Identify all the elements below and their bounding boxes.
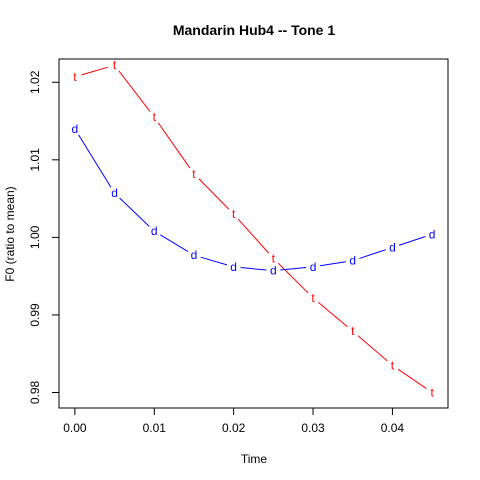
series-t: t t t t t t t t t t [73,58,434,399]
series-segment [78,134,112,188]
y-axis: 0.98 0.99 1.00 1.01 1.02 [28,70,60,404]
x-tick-label: 0.03 [301,421,325,435]
data-point-d: d [72,122,79,136]
data-point-d: d [270,264,277,278]
data-point-t: t [153,110,157,124]
series-segment [398,236,426,246]
y-tick-label: 1.01 [28,148,42,172]
data-point-t: t [232,207,236,221]
y-tick-label: 0.99 [28,303,42,327]
data-point-t: t [351,324,355,338]
data-point-d: d [429,227,436,241]
series-segment [357,335,388,362]
x-tick-label: 0.02 [222,421,246,435]
x-axis: 0.00 0.01 0.02 0.03 0.04 [63,407,405,435]
series-segment [397,368,427,389]
series-segment [359,249,386,259]
data-point-d: d [230,260,237,274]
data-point-d: d [151,224,158,238]
series-segment [200,256,228,266]
y-tick-label: 0.98 [28,380,42,404]
data-point-d: d [389,240,396,254]
data-point-t: t [311,291,315,305]
data-point-t: t [391,358,395,372]
x-tick-label: 0.00 [63,421,87,435]
series-d: d d d d d d d d d d [72,122,436,278]
chart-title: Mandarin Hub4 -- Tone 1 [173,22,336,38]
y-tick-label: 1.00 [28,225,42,249]
series-segment [237,218,270,254]
data-point-d: d [310,260,317,274]
data-point-t: t [73,70,77,84]
data-point-t: t [430,385,434,399]
series-segment [318,301,348,328]
series-segment [277,262,309,294]
data-point-d: d [349,254,356,268]
series-segment [240,267,267,271]
y-axis-label: F0 (ratio to mean) [3,186,17,281]
data-point-t: t [113,58,117,72]
x-axis-label: Time [241,452,268,466]
series-segment [198,178,230,210]
series-segment [280,267,307,271]
x-tick-label: 0.04 [381,421,405,435]
series-segment [319,261,346,267]
data-point-t: t [192,167,196,181]
data-point-t: t [272,251,276,265]
series-segment [119,197,150,227]
series-segment [157,122,191,169]
data-point-d: d [111,186,118,200]
data-point-d: d [191,248,198,262]
series-segment [118,70,151,112]
y-tick-label: 1.02 [28,70,42,94]
series-segment [81,66,108,76]
x-tick-label: 0.01 [143,421,167,435]
series-segment [159,234,189,253]
